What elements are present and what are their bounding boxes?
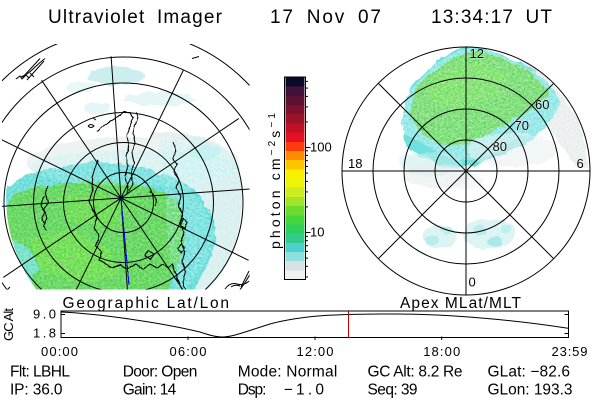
svg-text:GLon: 193.3: GLon: 193.3	[488, 382, 573, 399]
svg-text:0: 0	[469, 275, 476, 290]
svg-text:Geographic Lat/Lon: Geographic Lat/Lon	[63, 295, 230, 312]
svg-text:IP: 36.0: IP: 36.0	[10, 382, 63, 399]
svg-text:photon cm−2s−1: photon cm−2s−1	[267, 113, 283, 249]
svg-text:Dsp:: Dsp:	[238, 382, 267, 399]
svg-text:80: 80	[493, 139, 507, 154]
svg-text:23:59: 23:59	[552, 344, 588, 359]
svg-text:10: 10	[310, 225, 324, 240]
svg-text:12:00: 12:00	[297, 344, 334, 359]
svg-text:Ultraviolet Imager: Ultraviolet Imager	[48, 7, 223, 28]
svg-text:12: 12	[470, 46, 484, 61]
svg-text:13:34:17 UT: 13:34:17 UT	[431, 7, 552, 28]
svg-text:6: 6	[577, 156, 584, 171]
svg-text:Flt: LBHL: Flt: LBHL	[10, 364, 70, 381]
svg-text:9.0: 9.0	[33, 307, 56, 322]
svg-text:−1.0: −1.0	[284, 382, 325, 399]
svg-text:18:00: 18:00	[423, 344, 460, 359]
svg-text:Apex MLat/MLT: Apex MLat/MLT	[400, 295, 522, 312]
svg-text:GC Alt: 8.2 Re: GC Alt: 8.2 Re	[368, 364, 463, 381]
svg-text:100: 100	[310, 140, 332, 155]
svg-text:Mode: Normal: Mode: Normal	[238, 364, 338, 381]
svg-text:1.8: 1.8	[33, 326, 56, 341]
svg-text:06:00: 06:00	[170, 344, 207, 359]
svg-text:Gain: 14: Gain: 14	[123, 382, 177, 399]
svg-text:70: 70	[515, 118, 529, 133]
svg-text:18: 18	[348, 156, 362, 171]
svg-text:Door: Open: Door: Open	[123, 364, 198, 381]
svg-text:00:00: 00:00	[41, 344, 78, 359]
svg-text:60: 60	[535, 97, 549, 112]
svg-text:Seq: 39: Seq: 39	[368, 382, 418, 399]
svg-text:17 Nov 07: 17 Nov 07	[270, 7, 381, 28]
svg-text:GC Alt: GC Alt	[1, 308, 16, 341]
svg-text:GLat: −82.6: GLat: −82.6	[488, 364, 571, 381]
